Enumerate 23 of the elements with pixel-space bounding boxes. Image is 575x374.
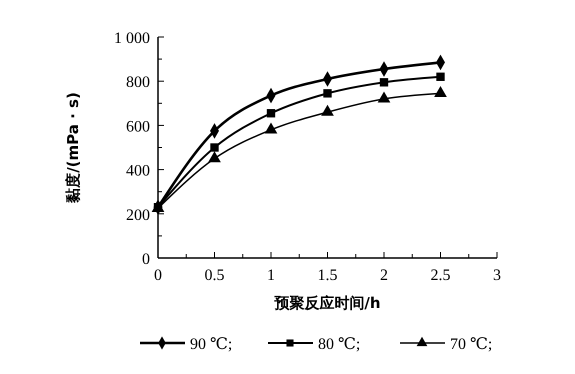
x-axis-title: 预聚反应时间/h <box>273 294 381 312</box>
y-axis-title: 黏度/(mPa · s) <box>64 92 82 204</box>
x-tick-label: 0.5 <box>204 267 224 284</box>
point <box>380 78 388 86</box>
point <box>210 143 219 152</box>
x-tick-label: 1 <box>267 267 275 284</box>
y-tick-label: 0 <box>142 251 150 268</box>
point <box>266 109 276 118</box>
point <box>436 72 445 81</box>
x-tick-label: 2 <box>380 267 388 284</box>
y-tick-label: 200 <box>126 206 150 224</box>
y-tick-label: 600 <box>126 118 150 136</box>
legend-label: 80 ℃; <box>318 336 360 353</box>
x-tick-label: 2.5 <box>430 267 450 284</box>
x-tick-label: 1.5 <box>318 267 338 284</box>
point <box>323 89 332 98</box>
y-tick-label: 800 <box>126 74 150 92</box>
y-tick-label: 1 000 <box>114 30 150 47</box>
legend-label: 90 ℃; <box>190 336 232 353</box>
x-tick-label: 0 <box>154 267 162 284</box>
y-tick-label: 400 <box>126 162 150 180</box>
legend-label: 70 ℃; <box>450 336 492 353</box>
x-tick-label: 3 <box>493 267 501 284</box>
